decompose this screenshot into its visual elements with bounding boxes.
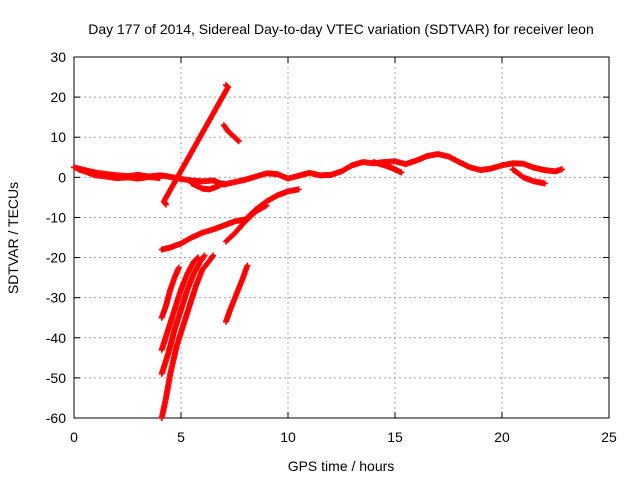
plot-frame <box>73 56 610 419</box>
series-arc-steep-2 <box>158 254 202 353</box>
series-arc-7h-descend <box>220 122 242 145</box>
x-tick-label: 25 <box>601 429 617 445</box>
x-tick-label: 20 <box>494 429 510 445</box>
series-arc-steep-4 <box>158 252 217 421</box>
x-axis-label: GPS time / hours <box>288 458 395 474</box>
series-arc-lower-rise <box>222 202 270 245</box>
y-tick-label: -10 <box>46 209 66 225</box>
y-tick-label: -40 <box>46 330 66 346</box>
y-tick-label: 30 <box>50 49 66 65</box>
data-point <box>244 262 251 269</box>
x-tick-label: 0 <box>70 429 78 445</box>
data-point <box>541 180 548 187</box>
series-arc-branch-14 <box>370 159 405 176</box>
y-tick-label: 0 <box>58 169 66 185</box>
x-tick-label: 10 <box>280 429 296 445</box>
data-point <box>295 186 302 193</box>
y-tick-label: 10 <box>50 129 66 145</box>
x-tick-label: 5 <box>177 429 185 445</box>
data-point <box>156 175 163 182</box>
data-point <box>163 201 170 208</box>
data-points <box>71 82 565 421</box>
series-arc-branch-early <box>75 166 163 182</box>
series-arc-steep-1 <box>158 264 182 321</box>
y-tick-label: -50 <box>46 370 66 386</box>
data-point <box>558 166 565 173</box>
data-point <box>210 252 217 259</box>
series-arc-steep-5 <box>222 262 251 325</box>
data-point <box>263 202 270 209</box>
data-point <box>175 264 182 271</box>
y-tick-label: -60 <box>46 410 66 426</box>
series-arc-branch-21 <box>509 166 548 187</box>
data-point <box>220 180 227 187</box>
chart-title: Day 177 of 2014, Sidereal Day-to-day VTE… <box>88 21 594 37</box>
y-axis-label: SDTVAR / TECUs <box>5 182 21 294</box>
axis-ticks: 0 5 10 15 20 25 -60 -50 -40 -30 -20 -10 0 10 20 30 <box>46 49 617 445</box>
series-isolated-points <box>160 82 232 208</box>
data-point <box>398 169 405 176</box>
data-point <box>234 137 241 144</box>
data-point <box>201 252 208 259</box>
data-point <box>235 138 242 145</box>
x-tick-label: 15 <box>387 429 403 445</box>
y-tick-label: 20 <box>50 89 66 105</box>
series-arc-steep-3 <box>158 252 208 377</box>
y-tick-label: -30 <box>46 290 66 306</box>
series-arc-branch-dip <box>188 180 227 193</box>
y-tick-label: -20 <box>46 250 66 266</box>
